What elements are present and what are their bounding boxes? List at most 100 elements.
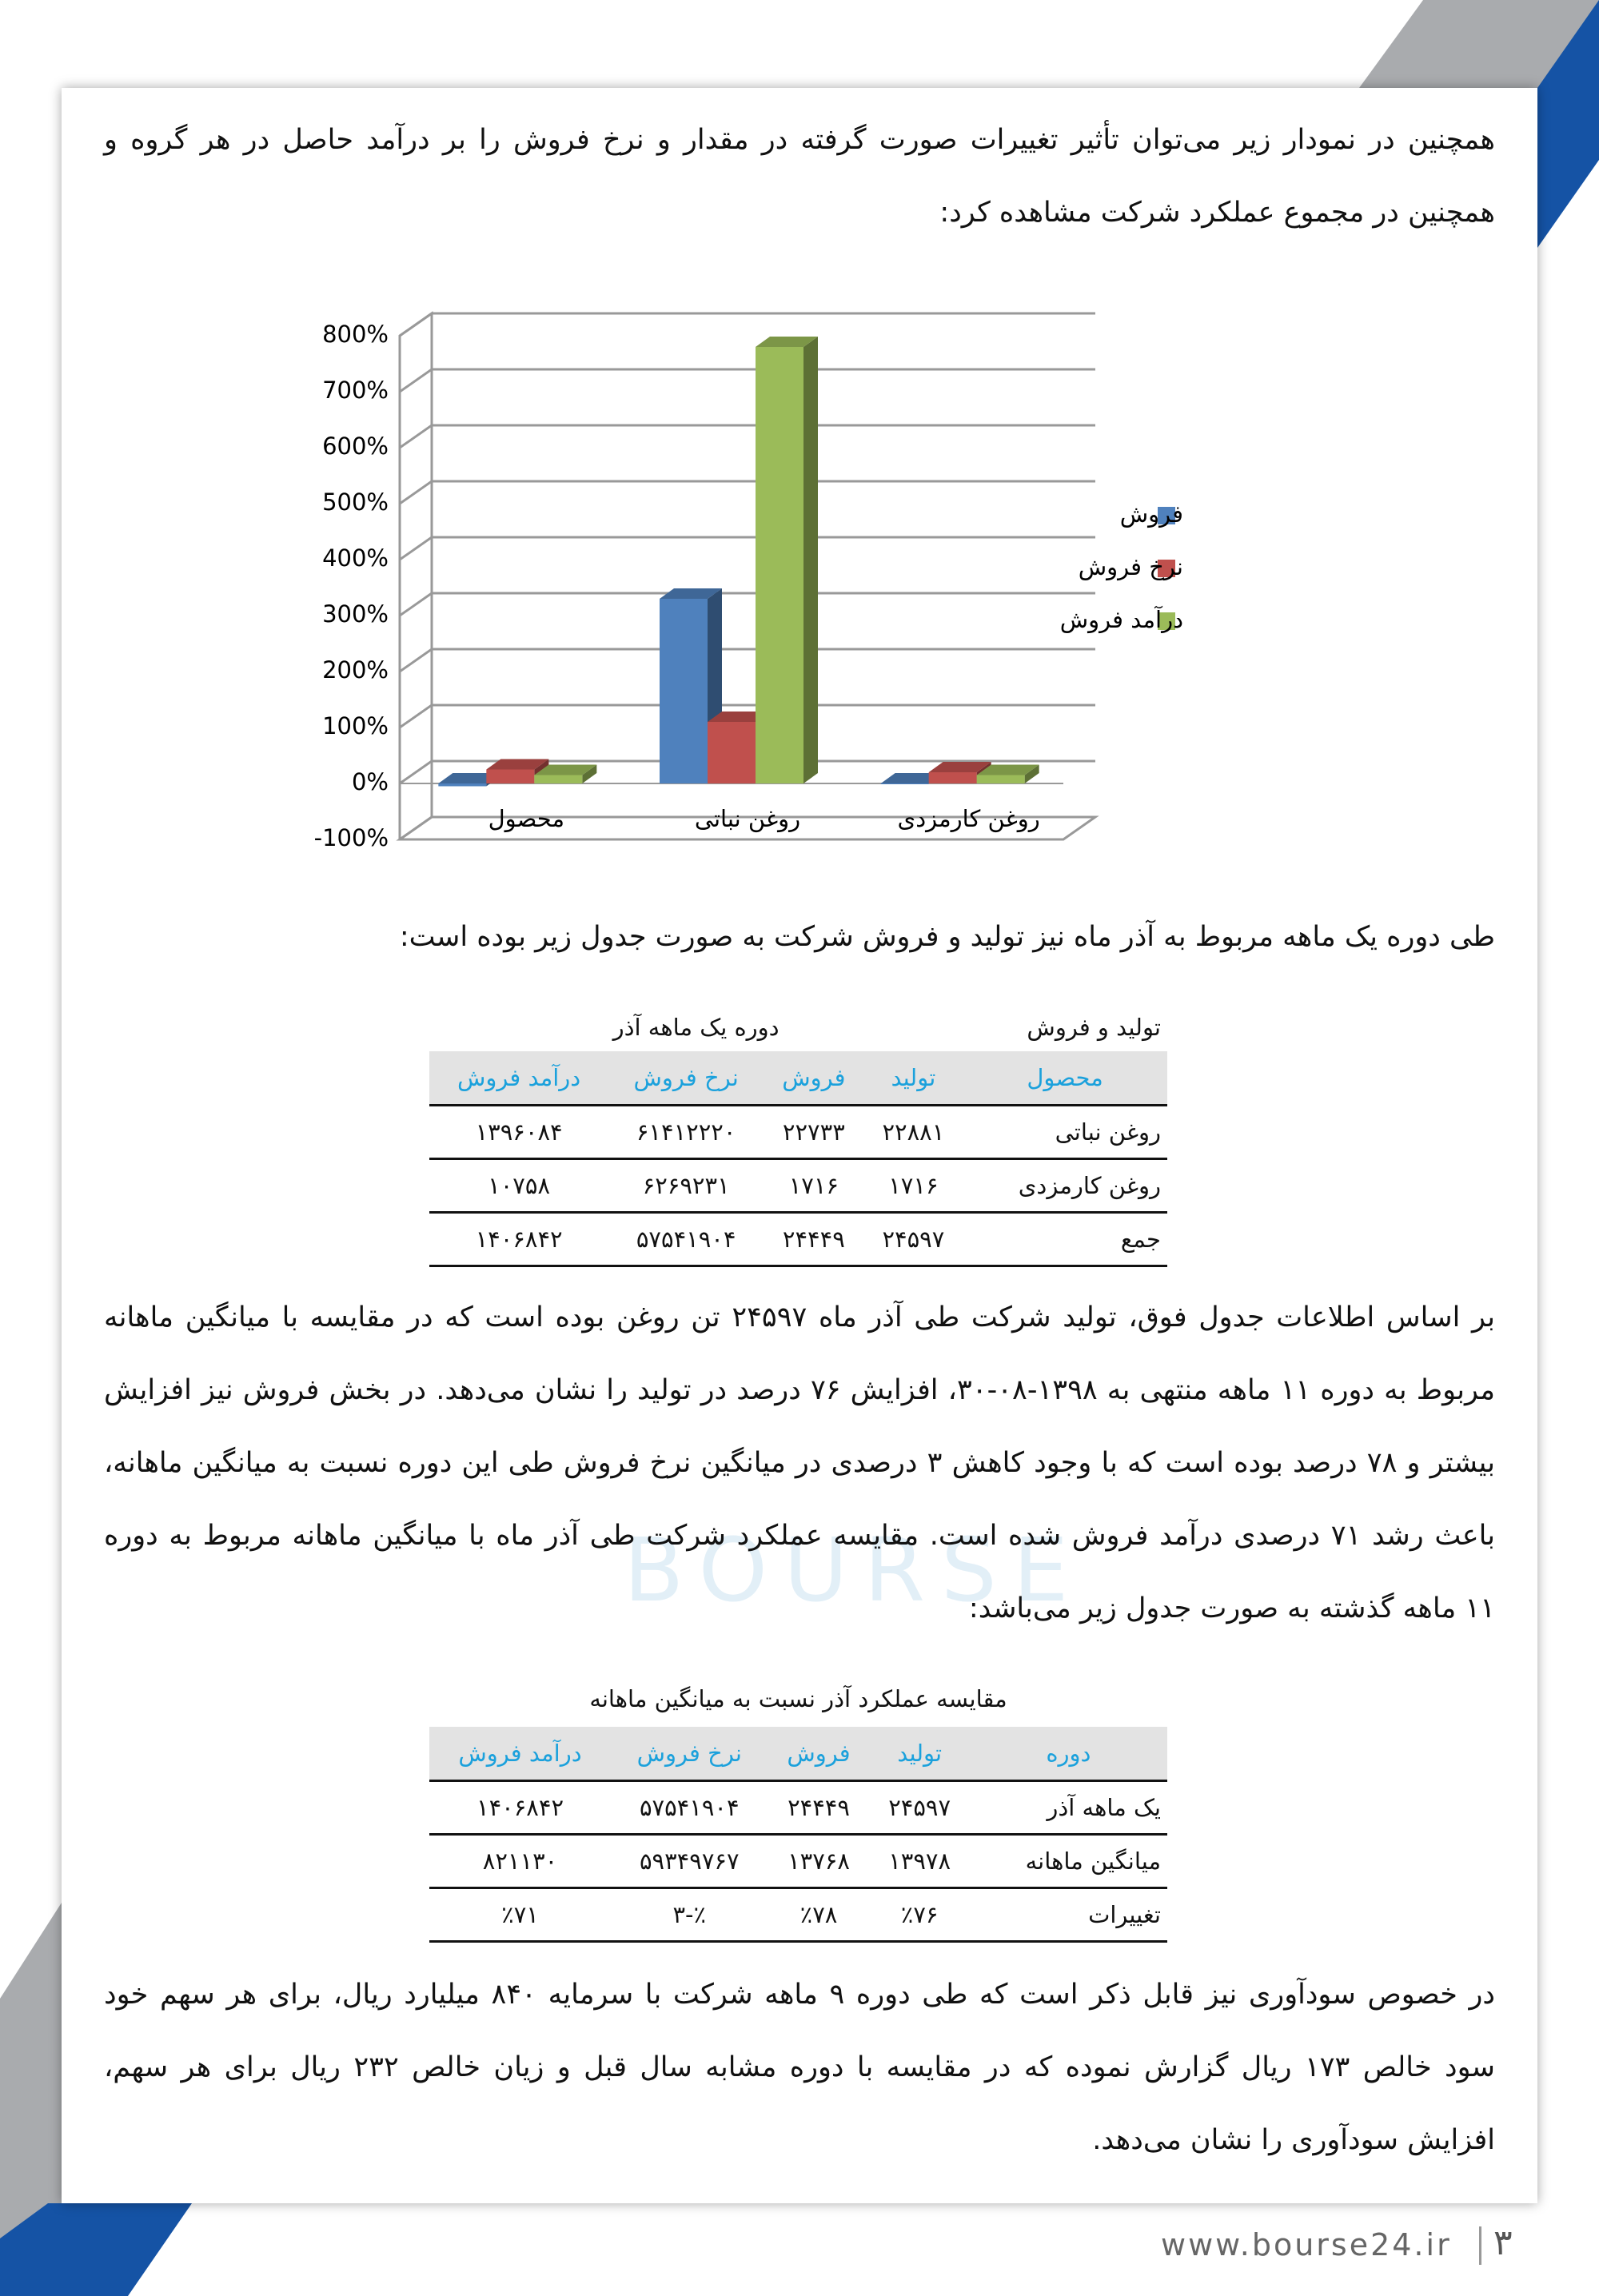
bar-side (582, 764, 597, 783)
table-cell: ۸۲۱۱۳۰ (429, 1834, 612, 1889)
table-cell: ٪۷۶ (869, 1887, 970, 1943)
axis-wall (398, 311, 433, 839)
y-tick-label: 600% (322, 432, 389, 460)
table-row: دوره تولید فروش نرخ فروش درآمد فروش (429, 1727, 1167, 1782)
table: دوره تولید فروش نرخ فروش درآمد فروش یک ماهه آ… (429, 1727, 1167, 1943)
table-cell: نرخ فروش (608, 1051, 764, 1106)
table-cell: تولید و فروش (1027, 1014, 1161, 1041)
corner-gray (1359, 0, 1599, 88)
bar-side (1024, 764, 1039, 783)
grid-line (399, 815, 1095, 841)
table-cell: ۲۲۷۳۳ (764, 1105, 864, 1160)
table-row: روغن نباتی ۲۲۸۸۱ ۲۲۷۳۳ ۶۱۴۱۲۲۲۰ ۱۳۹۶۰۸۴ (429, 1105, 1167, 1160)
y-tick-label: 200% (322, 656, 389, 684)
table-cell: دوره یک ماهه آذر (612, 1014, 780, 1041)
table-cell: ۲۴۵۹۷ (863, 1212, 963, 1267)
table-cell: ۶۲۶۹۲۳۱ (608, 1158, 764, 1214)
table-cell: ۲۴۴۴۹ (764, 1212, 864, 1267)
bar-top (756, 337, 818, 347)
table-cell: ۵۷۵۴۱۹۰۴ (611, 1780, 768, 1836)
table-cell: درآمد فروش (429, 1727, 612, 1782)
grid-line (399, 424, 1095, 449)
table-row: تولید و فروش دوره یک ماهه آذر (429, 1003, 1167, 1051)
bar (486, 769, 535, 783)
bar (438, 783, 487, 787)
watermark: BOURSE (624, 1519, 1085, 1621)
table-cell: یک ماهه آذر (969, 1780, 1167, 1836)
bar-top (534, 764, 597, 775)
table-cell: دوره (969, 1727, 1167, 1782)
table-cell: ٪۷۸ (768, 1887, 870, 1943)
table-cell: ۱۰۷۵۸ (429, 1158, 609, 1214)
bar-top (660, 588, 722, 599)
chart: -100% 0% 100% 200% 300% 400% 500% 600% 700% 800% م… (314, 311, 1183, 851)
legend-swatch (1158, 612, 1175, 630)
bar (756, 347, 803, 783)
corner-blue (1537, 0, 1599, 248)
table-cell: ۵۷۵۴۱۹۰۴ (608, 1212, 764, 1267)
grid-line (399, 312, 1095, 337)
table-cell: ٪-۳ (611, 1887, 768, 1943)
bar-top (708, 712, 770, 722)
table-row: روغن کارمزدی ۱۷۱۶ ۱۷۱۶ ۶۲۶۹۲۳۱ ۱۰۷۵۸ (429, 1158, 1167, 1214)
table-cell: فروش (764, 1051, 864, 1106)
table-cell: نرخ فروش (611, 1727, 768, 1782)
grid-line (399, 368, 1095, 393)
bar (976, 775, 1025, 783)
footer-url: www.bourse24.ir (1161, 2227, 1452, 2262)
table-cell: تولید (869, 1727, 970, 1782)
table-cell: محصول (963, 1051, 1167, 1106)
paragraph: بر اساس اطلاعات جدول فوق، تولید شرکت طی … (104, 1301, 1496, 1624)
grid-line (399, 592, 1095, 617)
table-cell: جمع (963, 1212, 1167, 1267)
y-tick-label: 100% (322, 712, 389, 739)
bar-top (438, 773, 501, 783)
y-tick-label: 0% (352, 768, 389, 795)
table-cell: ۱۳۹۷۸ (869, 1834, 970, 1889)
bar (660, 599, 708, 783)
x-tick-label: روغن کارمزدی (898, 805, 1040, 832)
table-row: یک ماهه آذر ۲۴۵۹۷ ۲۴۴۴۹ ۵۷۵۴۱۹۰۴ ۱۴۰۶۸۴۲ (429, 1780, 1167, 1836)
bar-top (976, 764, 1039, 775)
table-row: محصول تولید فروش نرخ فروش درآمد فروش (429, 1051, 1167, 1106)
y-tick-label: 300% (322, 600, 389, 628)
bar-top (486, 759, 549, 770)
table-cell: ۲۴۵۹۷ (869, 1780, 970, 1836)
legend-label: درآمد فروش (1060, 605, 1183, 633)
table-cell: میانگین ماهانه (969, 1834, 1167, 1889)
table-cell: ۶۱۴۱۲۲۲۰ (608, 1105, 764, 1160)
x-tick-label: محصول (488, 805, 564, 832)
table-row: جمع ۲۴۵۹۷ ۲۴۴۴۹ ۵۷۵۴۱۹۰۴ ۱۴۰۶۸۴۲ (429, 1212, 1167, 1267)
paragraph: طی دوره یک ماهه مربوط به آذر ماه نیز تول… (399, 921, 1495, 953)
grid-line (399, 704, 1095, 729)
y-tick-label: 400% (322, 544, 389, 572)
legend-label: فروش (1120, 500, 1183, 528)
grid-line (399, 648, 1095, 673)
table-cell: ۲۴۴۴۹ (768, 1780, 870, 1836)
bar-top (880, 773, 943, 783)
table-cell: ۱۷۱۶ (863, 1158, 963, 1214)
table-cell: روغن کارمزدی (963, 1158, 1167, 1214)
paragraph: در خصوص سودآوری نیز قابل ذکر است که طی د… (104, 1979, 1495, 2156)
table: تولید و فروش دوره یک ماهه آذر محصول تولید فر… (429, 1003, 1167, 1267)
table-cell: ۵۹۳۴۹۷۶۷ (611, 1834, 768, 1889)
grid-line (399, 480, 1095, 505)
bar (880, 783, 929, 784)
y-tick-label: -100% (314, 824, 389, 851)
corner-blue (0, 2203, 192, 2296)
corner-gray (0, 1903, 62, 2286)
page-number: ۳ (1493, 2222, 1513, 2263)
table-cell: ۱۷۱۶ (764, 1158, 864, 1214)
table-cell: ٪۷۱ (429, 1887, 612, 1943)
table-cell: ۱۴۰۶۸۴۲ (429, 1780, 612, 1836)
bar (708, 722, 756, 783)
grid-line (399, 536, 1095, 561)
y-tick-label: 800% (322, 321, 389, 348)
footer-separator (1479, 2226, 1481, 2265)
bar (928, 772, 977, 783)
legend-swatch (1158, 560, 1175, 577)
table-cell: ۱۴۰۶۸۴۲ (429, 1212, 609, 1267)
y-tick-label: 700% (322, 377, 389, 404)
